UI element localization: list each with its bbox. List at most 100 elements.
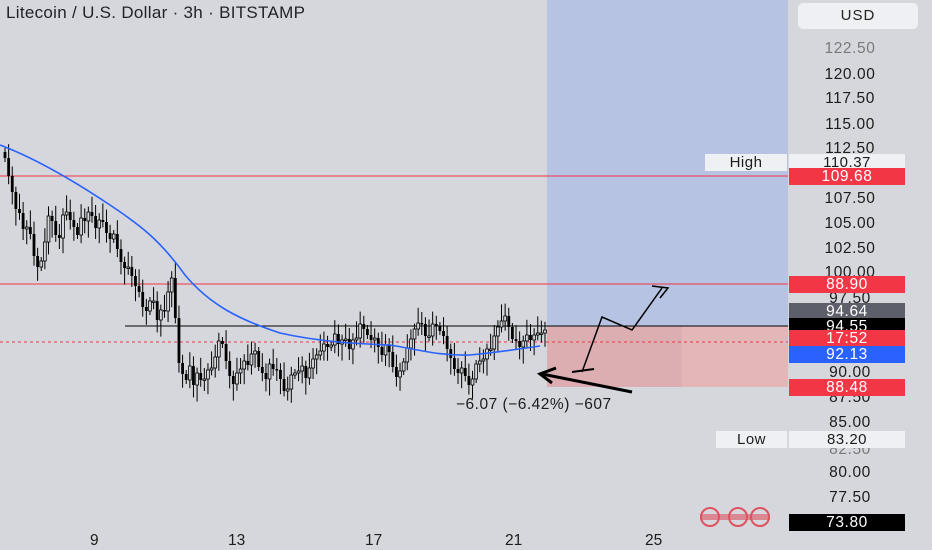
- candle-body: [184, 374, 188, 380]
- y-tick-label: 80.00: [829, 464, 871, 481]
- candle-body: [21, 213, 25, 229]
- candle-body: [275, 369, 279, 371]
- candle-body: [496, 326, 500, 337]
- y-tick-label: 112.50: [825, 140, 875, 157]
- candle-body: [499, 320, 504, 328]
- candle-body: [10, 176, 14, 192]
- candle-body: [209, 367, 214, 371]
- candle-body: [235, 372, 239, 385]
- candle-body: [151, 300, 156, 303]
- candle-body: [72, 220, 76, 227]
- candle-body: [253, 350, 257, 355]
- candle-body: [488, 348, 493, 351]
- candle-body: [474, 363, 478, 380]
- candle-body: [79, 217, 83, 236]
- candle-body: [123, 262, 126, 268]
- candle-body: [108, 233, 112, 239]
- candle-body: [412, 328, 417, 340]
- candle-body: [238, 368, 243, 374]
- candle-body: [452, 358, 456, 369]
- measurement-label: −6.07 (−6.42%) −607: [456, 396, 612, 413]
- candle-body: [28, 227, 32, 234]
- pointer-arrow-shaft[interactable]: [541, 372, 633, 394]
- candle-body: [307, 367, 312, 379]
- candle-body: [289, 374, 294, 390]
- candle-body: [68, 212, 72, 220]
- candle-body: [449, 349, 453, 358]
- candle-body: [166, 291, 170, 312]
- pointer-arrow-head: [536, 366, 557, 385]
- candle-body: [195, 372, 199, 386]
- candle-body: [326, 344, 329, 347]
- candle-body: [507, 316, 511, 327]
- candle-body: [57, 235, 61, 238]
- price-tag: 109.68: [789, 168, 905, 185]
- candle-body: [163, 310, 166, 312]
- candle-body: [372, 337, 377, 341]
- candle-body: [192, 366, 195, 385]
- candle-body: [514, 339, 518, 341]
- candle-body: [285, 388, 290, 392]
- currency-button[interactable]: USD: [798, 3, 918, 29]
- candle-body: [535, 332, 540, 336]
- y-tick-label: 107.50: [824, 190, 876, 207]
- projection-arrow-path[interactable]: [581, 287, 663, 373]
- candle-body: [50, 216, 54, 221]
- pointer-arrow-tail: [571, 368, 595, 373]
- candle-body: [90, 212, 94, 216]
- y-tick-label: 102.50: [824, 240, 876, 257]
- candle-body: [231, 376, 235, 384]
- y-tick-label: 122.50: [824, 40, 876, 57]
- candle-body: [271, 364, 275, 369]
- candle-body: [293, 372, 297, 376]
- candle-body: [267, 363, 272, 380]
- candle-body: [111, 233, 116, 240]
- candle-body: [477, 360, 482, 365]
- candle-body: [351, 339, 355, 350]
- candles-group: [3, 144, 547, 403]
- candle-body: [369, 335, 373, 340]
- candle-body: [39, 260, 44, 268]
- candle-body: [7, 158, 11, 176]
- candle-body: [97, 219, 102, 229]
- candle-body: [134, 276, 137, 286]
- price-tag: 17:52: [789, 330, 905, 347]
- candle-body: [405, 347, 410, 363]
- candle-body: [434, 324, 438, 326]
- candle-body: [3, 152, 7, 158]
- candle-body: [510, 327, 514, 339]
- candle-body: [409, 338, 413, 349]
- candle-body: [332, 333, 337, 346]
- y-tick-label: 77.50: [829, 489, 871, 506]
- candle-body: [416, 322, 420, 330]
- candle-body: [54, 221, 58, 235]
- candle-body: [14, 192, 18, 209]
- candle-body: [525, 334, 529, 342]
- candle-body: [398, 370, 402, 378]
- low-marker-value: 83.20: [789, 431, 905, 448]
- candle-body: [282, 379, 286, 391]
- candle-body: [395, 367, 398, 377]
- candle-body: [155, 301, 159, 320]
- candle-body: [420, 323, 424, 325]
- candle-body: [296, 370, 301, 374]
- candle-body: [105, 222, 108, 233]
- y-tick-label: 105.00: [824, 215, 876, 232]
- candle-body: [169, 277, 174, 293]
- stop-zone-dark: [547, 326, 682, 387]
- candle-body: [383, 344, 388, 356]
- candle-body: [539, 332, 544, 335]
- candle-body: [430, 323, 435, 337]
- x-tick-label: 13: [228, 532, 246, 549]
- candle-body: [401, 361, 406, 372]
- candle-body: [61, 214, 65, 239]
- candle-body: [343, 338, 348, 341]
- candle-body: [362, 324, 366, 329]
- x-tick-label: 17: [365, 532, 383, 549]
- candle-body: [260, 367, 264, 373]
- candle-body: [76, 227, 79, 235]
- candle-body: [228, 361, 232, 376]
- candle-body: [314, 354, 319, 360]
- y-tick-label: 97.50: [829, 290, 871, 307]
